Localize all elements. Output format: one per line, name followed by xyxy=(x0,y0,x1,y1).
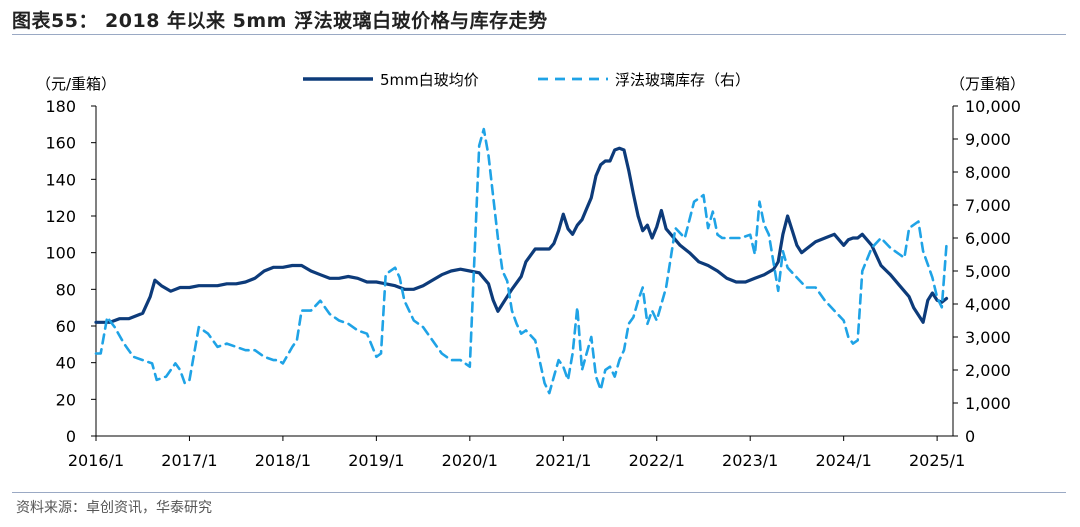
title-rule xyxy=(12,34,1066,35)
x-tick-label: 2017/1 xyxy=(161,451,217,470)
left-tick-label: 120 xyxy=(45,207,76,226)
left-tick-label: 180 xyxy=(45,97,76,116)
chart-title: 图表55： 2018 年以来 5mm 浮法玻璃白玻价格与库存走势 xyxy=(12,10,548,32)
x-tick-label: 2025/1 xyxy=(909,451,965,470)
right-axis-unit-label: （万重箱） xyxy=(950,75,1025,93)
x-tick-label: 2016/1 xyxy=(68,451,124,470)
left-tick-label: 160 xyxy=(45,134,76,153)
right-tick-label: 7,000 xyxy=(965,196,1011,215)
right-tick-label: 4,000 xyxy=(965,295,1011,314)
footer-rule xyxy=(12,492,1066,493)
right-tick-label: 6,000 xyxy=(965,229,1011,248)
right-tick-label: 8,000 xyxy=(965,163,1011,182)
source-note: 资料来源：卓创资讯，华泰研究 xyxy=(16,500,212,516)
x-tick-label: 2020/1 xyxy=(442,451,498,470)
x-tick-label: 2023/1 xyxy=(722,451,778,470)
left-tick-label: 40 xyxy=(56,354,76,373)
x-tick-label: 2024/1 xyxy=(816,451,872,470)
left-tick-label: 140 xyxy=(45,170,76,189)
left-tick-label: 0 xyxy=(66,427,76,446)
x-tick-label: 2018/1 xyxy=(255,451,311,470)
right-tick-label: 9,000 xyxy=(965,130,1011,149)
right-tick-label: 2,000 xyxy=(965,361,1011,380)
x-tick-label: 2021/1 xyxy=(535,451,591,470)
right-tick-label: 3,000 xyxy=(965,328,1011,347)
x-tick-label: 2019/1 xyxy=(348,451,404,470)
x-tick-label: 2022/1 xyxy=(629,451,685,470)
inventory-series-line xyxy=(94,127,948,395)
left-tick-label: 80 xyxy=(56,280,76,299)
right-tick-label: 5,000 xyxy=(965,262,1011,281)
right-tick-label: 1,000 xyxy=(965,394,1011,413)
left-tick-label: 100 xyxy=(45,244,76,263)
price-series-line xyxy=(94,146,949,324)
legend: 5mm白玻均价 浮法玻璃库存（右） xyxy=(303,71,750,89)
left-tick-label: 20 xyxy=(56,390,76,409)
right-tick-label: 0 xyxy=(965,427,975,446)
left-axis-unit-label: （元/重箱） xyxy=(36,75,116,93)
right-tick-label: 10,000 xyxy=(965,97,1021,116)
left-tick-label: 60 xyxy=(56,317,76,336)
legend-price-label: 5mm白玻均价 xyxy=(380,71,479,89)
legend-inventory-label: 浮法玻璃库存（右） xyxy=(615,71,750,89)
